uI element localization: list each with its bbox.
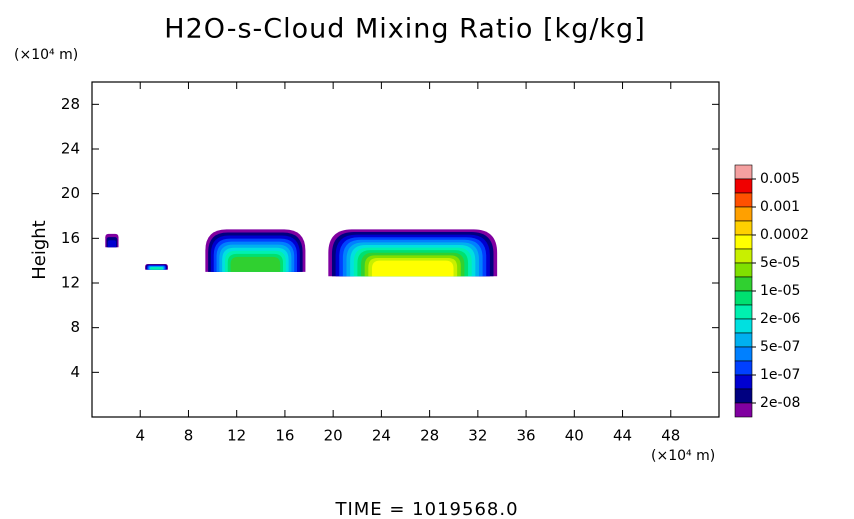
y-axis-label: Height <box>29 220 50 280</box>
colorbar-swatch <box>734 402 753 418</box>
contour-band <box>107 240 117 248</box>
contour-band <box>371 260 454 277</box>
contour-band <box>150 267 163 270</box>
footer: TIME = 1019568.0 <box>334 499 518 519</box>
colorbar-swatch <box>734 374 753 390</box>
y-tick-label: 16 <box>61 229 80 247</box>
x-tick-label: 48 <box>661 427 680 445</box>
colorbar-swatch <box>734 192 753 208</box>
x-tick-label: 28 <box>420 427 439 445</box>
x-tick-label: 44 <box>613 427 632 445</box>
x-tick-label: 40 <box>565 427 584 445</box>
colorbar-swatch <box>734 388 753 404</box>
colorbar-swatch <box>734 290 753 306</box>
colorbar-label: 5e-07 <box>760 339 800 355</box>
cloud-region <box>145 264 168 270</box>
colorbar-swatch <box>734 276 753 292</box>
x-tick-label: 24 <box>372 427 391 445</box>
colorbar-swatch <box>734 164 753 180</box>
colorbar-swatch <box>734 332 753 348</box>
colorbar-label: 1e-05 <box>760 283 800 299</box>
colorbar-swatch <box>734 318 753 334</box>
colorbar-swatch <box>734 206 753 222</box>
y-tick-label: 12 <box>61 274 80 292</box>
x-tick-label: 32 <box>468 427 487 445</box>
colorbar-label: 1e-07 <box>760 367 800 383</box>
x-tick-label: 8 <box>184 427 194 445</box>
colorbar-swatch <box>734 304 753 320</box>
y-tick-label: 20 <box>61 184 80 202</box>
x-tick-label: 36 <box>517 427 536 445</box>
colorbar-swatch <box>734 234 753 250</box>
cloud-region <box>105 233 119 248</box>
colorbar-label: 0.001 <box>760 199 800 215</box>
plot-frame <box>91 81 720 418</box>
contour-band <box>230 256 281 272</box>
x-tick-label: 16 <box>275 427 294 445</box>
y-tick-label: 8 <box>70 318 80 336</box>
colorbar-swatch <box>734 262 753 278</box>
y-tick-label: 24 <box>61 140 80 158</box>
x-tick-label: 4 <box>135 427 145 445</box>
colorbar-swatch <box>734 178 753 194</box>
colorbar-label: 0.005 <box>760 171 800 187</box>
x-unit: (×10⁴ m) <box>651 448 715 464</box>
colorbar-label: 2e-06 <box>760 311 800 327</box>
colorbar-swatch <box>734 220 753 236</box>
chart-title: H2O-s-Cloud Mixing Ratio [kg/kg] <box>164 14 645 45</box>
x-tick-label: 20 <box>324 427 343 445</box>
contour-field <box>105 229 498 277</box>
colorbar-swatch <box>734 360 753 376</box>
y-unit: (×10⁴ m) <box>14 47 78 63</box>
x-tick-label: 12 <box>227 427 246 445</box>
y-tick-label: 28 <box>61 95 80 113</box>
colorbar-label: 0.0002 <box>760 227 809 243</box>
colorbar-label: 2e-08 <box>760 395 800 411</box>
colorbar-swatch <box>734 346 753 362</box>
cloud-region <box>328 229 498 277</box>
colorbar-label: 5e-05 <box>760 255 800 271</box>
colorbar-swatch <box>734 248 753 264</box>
y-tick-label: 4 <box>70 363 80 381</box>
cloud-region <box>205 229 306 272</box>
